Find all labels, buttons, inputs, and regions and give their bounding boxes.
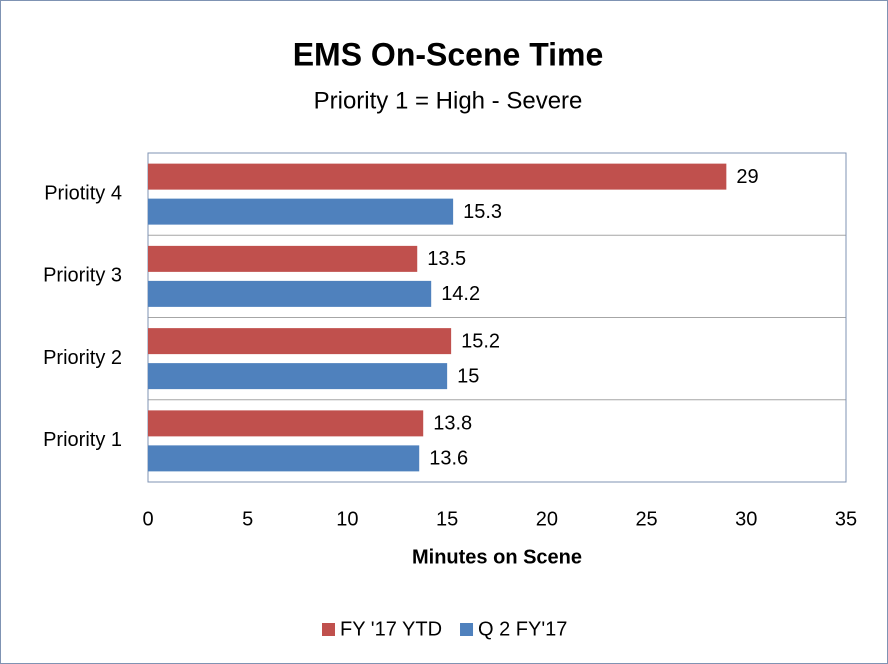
bar bbox=[148, 363, 448, 390]
data-label: 13.8 bbox=[433, 413, 472, 435]
y-tick-label: Priotity 4 bbox=[44, 182, 122, 204]
chart-subtitle: Priority 1 = High - Severe bbox=[314, 87, 583, 114]
x-tick-label: 25 bbox=[635, 508, 657, 530]
y-tick-label: Priority 2 bbox=[43, 347, 122, 369]
x-tick-label: 5 bbox=[242, 508, 253, 530]
x-tick-label: 20 bbox=[536, 508, 558, 530]
legend-swatch bbox=[322, 623, 335, 636]
legend-swatch bbox=[460, 623, 474, 636]
data-label: 15.3 bbox=[463, 201, 502, 223]
x-tick-label: 15 bbox=[436, 508, 458, 530]
chart-title: EMS On-Scene Time bbox=[293, 36, 604, 72]
data-label: 15.2 bbox=[461, 330, 500, 352]
x-tick-label: 0 bbox=[142, 508, 153, 530]
data-label: 14.2 bbox=[441, 283, 480, 305]
bar bbox=[148, 328, 452, 355]
data-label: 29 bbox=[736, 166, 758, 188]
x-tick-label: 30 bbox=[735, 508, 757, 530]
x-tick-label: 35 bbox=[835, 508, 857, 530]
bar bbox=[148, 198, 454, 225]
bar bbox=[148, 445, 420, 472]
bar bbox=[148, 410, 424, 437]
data-label: 13.5 bbox=[427, 248, 466, 270]
x-tick-label: 10 bbox=[336, 508, 358, 530]
data-label: 15 bbox=[457, 365, 479, 387]
bar bbox=[148, 163, 727, 190]
y-tick-label: Priority 1 bbox=[43, 429, 122, 451]
bar bbox=[148, 280, 432, 307]
data-label: 13.6 bbox=[429, 448, 468, 470]
y-tick-label: Priority 3 bbox=[43, 265, 122, 287]
bar bbox=[148, 245, 418, 272]
plot-border bbox=[147, 152, 847, 483]
legend-label: FY '17 YTD bbox=[340, 618, 442, 640]
legend-label: Q 2 FY'17 bbox=[478, 618, 567, 640]
x-axis-title: Minutes on Scene bbox=[412, 546, 582, 568]
